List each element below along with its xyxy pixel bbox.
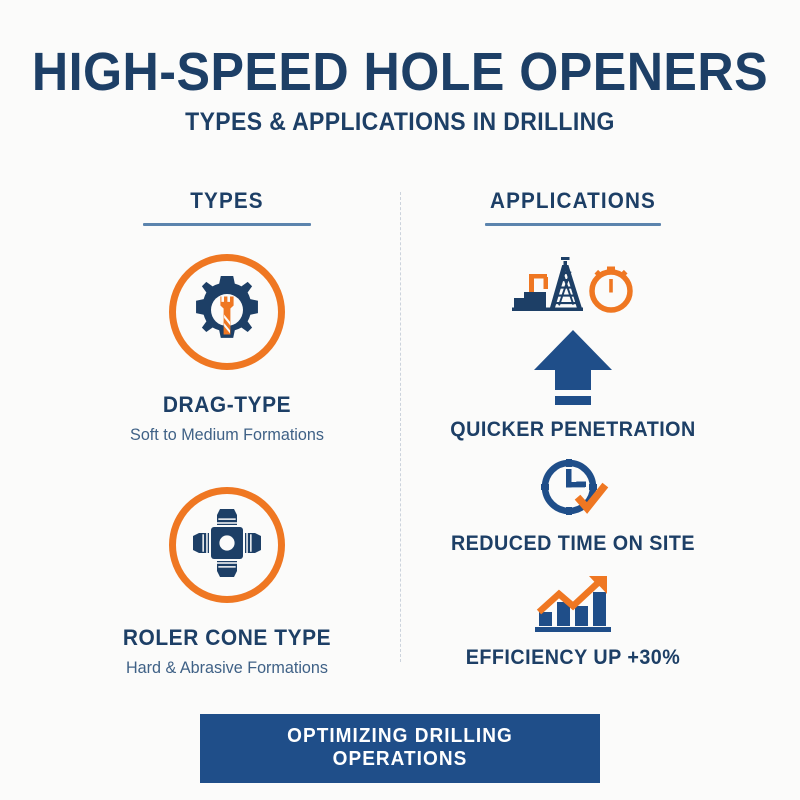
type-title-roller-cone: ROLER CONE TYPE bbox=[122, 625, 332, 650]
column-divider bbox=[400, 192, 401, 662]
up-arrow-icon bbox=[408, 326, 738, 406]
footer-banner: OPTIMIZING DRILLING OPERATIONS bbox=[200, 714, 600, 783]
roller-cone-icon-badge bbox=[169, 487, 285, 603]
type-description-roller-cone: Hard & Abrasive Formations bbox=[126, 658, 328, 677]
applications-column-heading: APPLICATIONS bbox=[490, 188, 656, 213]
roller-cone-bit-icon bbox=[185, 501, 269, 590]
type-card-drag: DRAG-TYPE Soft to Medium Formations bbox=[62, 254, 392, 445]
application-block-time: REDUCED TIME ON SITE bbox=[408, 456, 738, 556]
gear-drill-bit-icon bbox=[185, 268, 269, 357]
type-title-drag: DRAG-TYPE bbox=[162, 392, 292, 417]
drilling-rig-stopwatch-icon bbox=[408, 248, 738, 320]
footer-banner-text: OPTIMIZING DRILLING OPERATIONS bbox=[287, 725, 513, 770]
application-label-time: REDUCED TIME ON SITE bbox=[450, 532, 696, 555]
drag-type-icon-badge bbox=[169, 254, 285, 370]
types-column: TYPES DRAG-TYPE Soft to Medium Formation bbox=[62, 188, 392, 678]
applications-column: APPLICATIONS bbox=[408, 188, 738, 670]
page-subtitle: TYPES & APPLICATIONS IN DRILLING bbox=[185, 108, 615, 137]
header: HIGH-SPEED HOLE OPENERS TYPES & APPLICAT… bbox=[0, 44, 800, 137]
application-label-efficiency: EFFICIENCY UP +30% bbox=[465, 646, 681, 669]
growth-bar-chart-icon bbox=[408, 572, 738, 634]
applications-heading-rule bbox=[485, 223, 661, 226]
type-card-roller-cone: ROLER CONE TYPE Hard & Abrasive Formatio… bbox=[62, 487, 392, 678]
type-description-drag: Soft to Medium Formations bbox=[130, 425, 324, 444]
types-heading-rule bbox=[143, 223, 311, 226]
page-title: HIGH-SPEED HOLE OPENERS bbox=[31, 42, 769, 102]
application-block-efficiency: EFFICIENCY UP +30% bbox=[408, 572, 738, 670]
clock-check-icon bbox=[408, 456, 738, 522]
application-block-penetration: QUICKER PENETRATION bbox=[408, 248, 738, 442]
types-column-heading: TYPES bbox=[190, 188, 264, 213]
application-label-penetration: QUICKER PENETRATION bbox=[450, 418, 696, 441]
